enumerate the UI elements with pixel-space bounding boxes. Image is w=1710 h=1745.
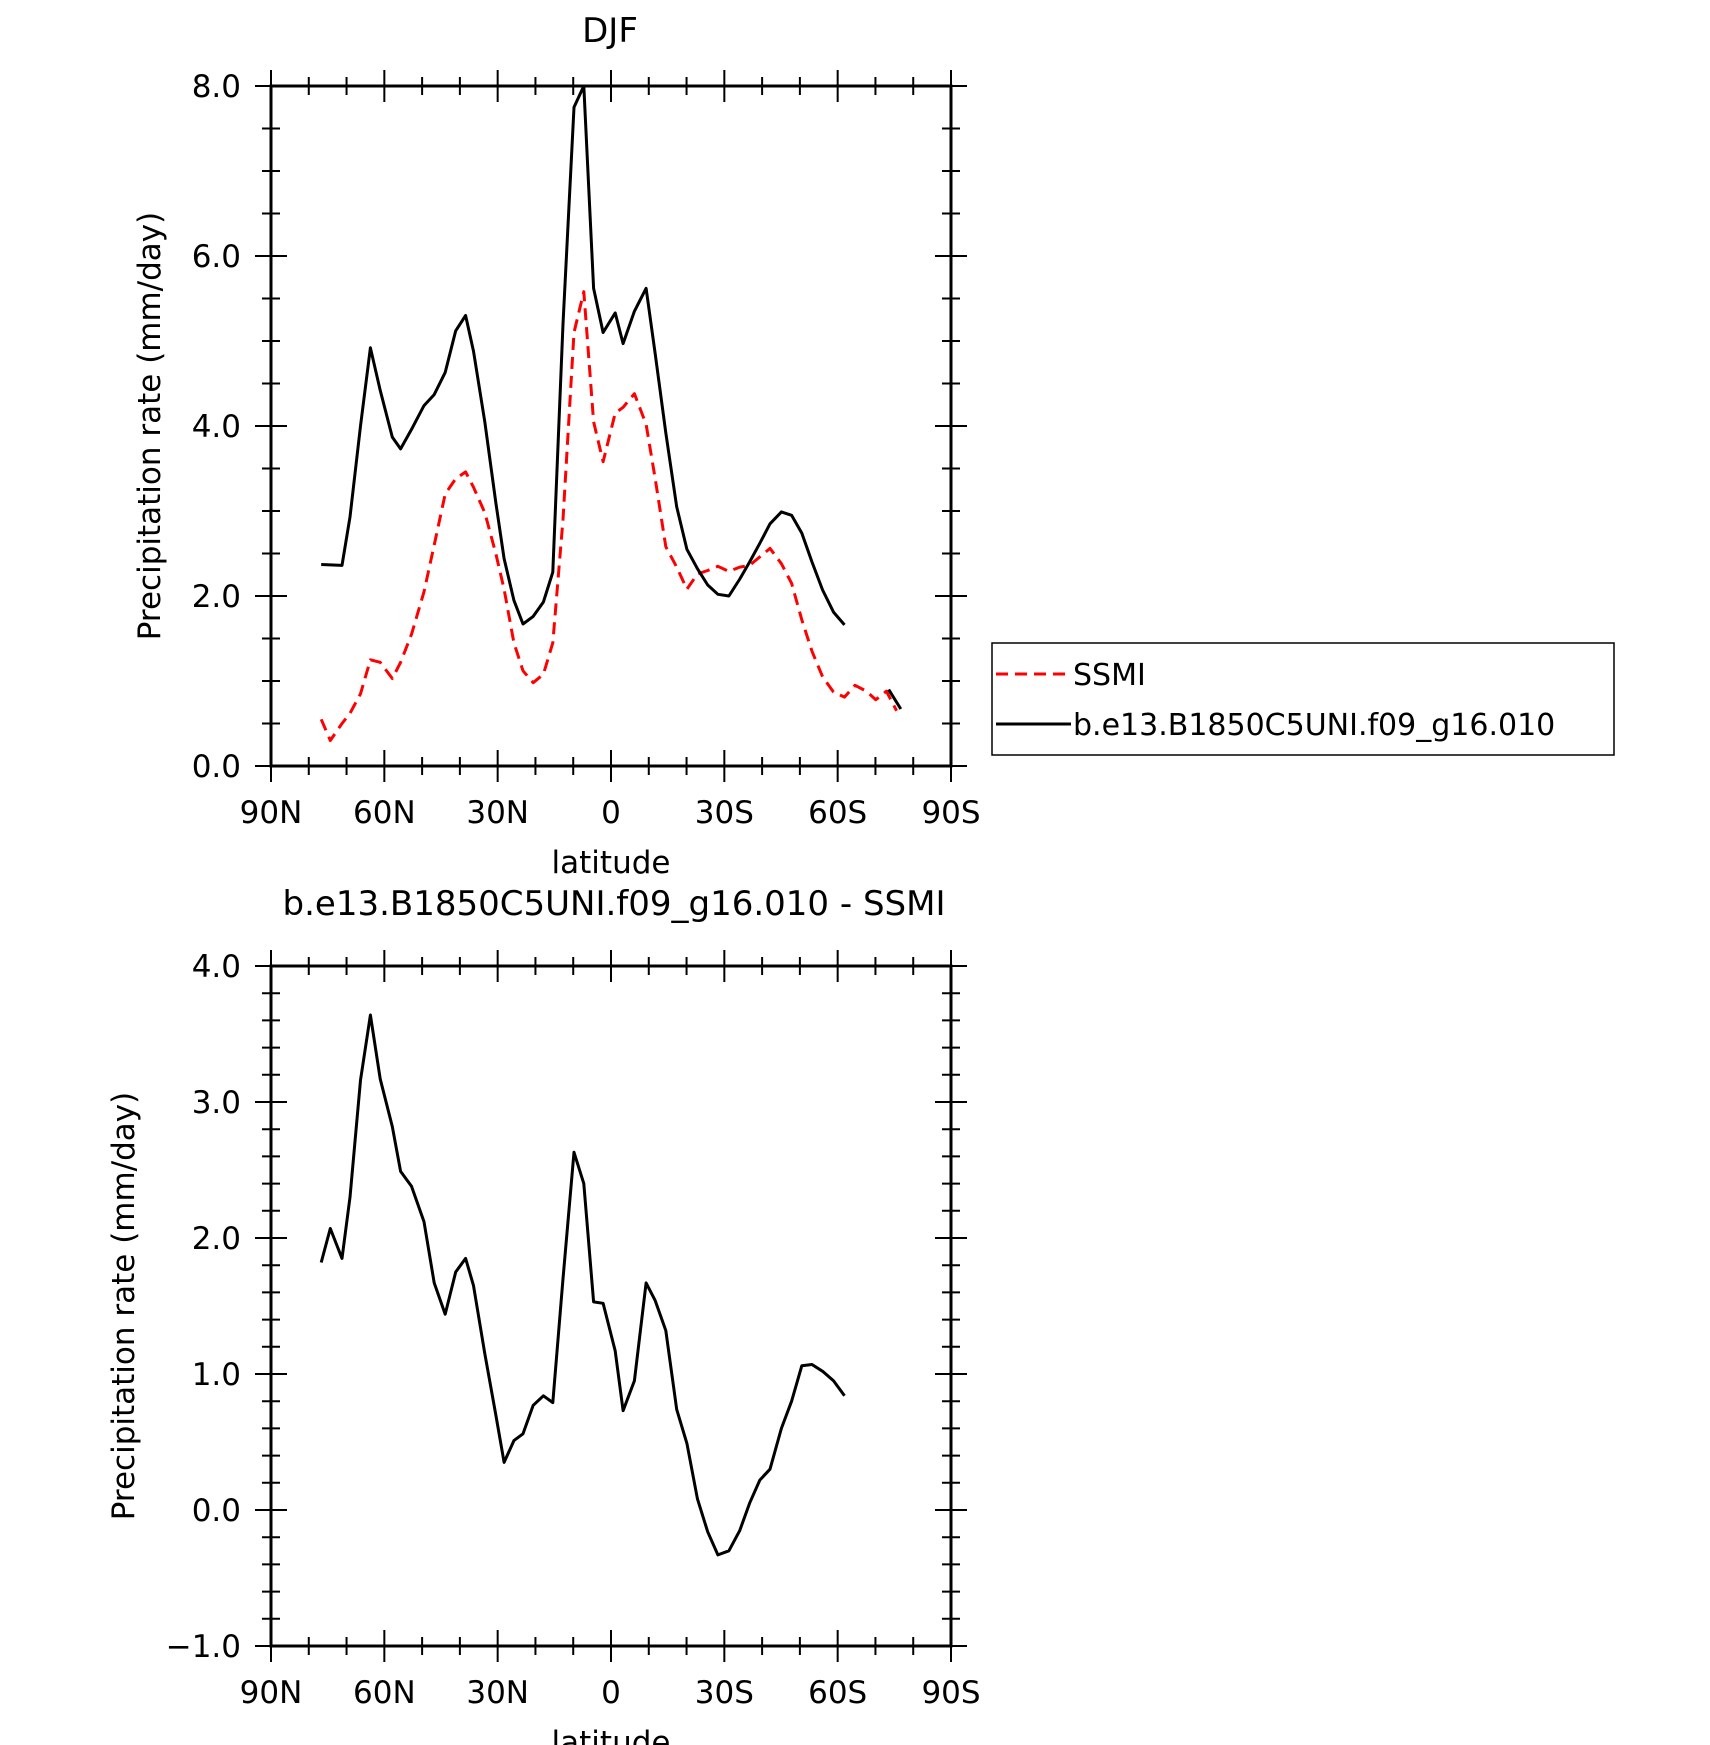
axis-ticks	[255, 950, 967, 1662]
chart-title: DJF	[582, 11, 638, 51]
legend-box	[991, 642, 1615, 756]
y-tick-label: 4.0	[192, 409, 241, 445]
series-line-ssmi	[319, 290, 898, 742]
legend-label-ssmi: SSMI	[1073, 658, 1146, 693]
y-axis-label: Precipitation rate (mm/day)	[106, 1092, 142, 1521]
legend: SSMI b.e13.B1850C5UNI.f09_g16.010	[991, 642, 1615, 756]
y-tick-label: 1.0	[192, 1357, 241, 1393]
series-line-b-e13-b1850c5uni-f09-g16-010	[321, 84, 846, 626]
x-tick-label: 90S	[921, 1675, 980, 1711]
x-tick-labels: 90N 60N 30N 0 30S 60S 90S	[240, 1675, 981, 1711]
y-tick-labels: −1.0 0.0 1.0 2.0 3.0 4.0	[166, 949, 241, 1665]
x-tick-label: 30S	[695, 795, 754, 831]
x-tick-label: 60N	[353, 1675, 416, 1711]
x-axis-label: latitude	[552, 1725, 671, 1745]
x-tick-label: 30S	[695, 1675, 754, 1711]
y-tick-label: 2.0	[192, 579, 241, 615]
x-tick-label: 30N	[466, 795, 529, 831]
y-tick-label: 0.0	[192, 1493, 241, 1529]
x-tick-label: 30N	[466, 1675, 529, 1711]
chart-title: b.e13.B1850C5UNI.f09_g16.010 - SSMI	[283, 884, 946, 924]
legend-label-model: b.e13.B1850C5UNI.f09_g16.010	[1073, 708, 1555, 743]
y-tick-labels: 0.0 2.0 4.0 6.0 8.0	[192, 69, 241, 785]
x-tick-label: 0	[601, 1675, 621, 1711]
y-tick-label: 4.0	[192, 949, 241, 985]
y-tick-label: −1.0	[166, 1629, 241, 1665]
precip-difference-panel: b.e13.B1850C5UNI.f09_g16.010 - SSMI −1.0…	[106, 884, 981, 1745]
axis-ticks	[255, 70, 967, 782]
series-line-b-e13-b1850c5uni-f09-g16-010-tail	[887, 688, 903, 710]
y-tick-label: 6.0	[192, 239, 241, 275]
y-tick-label: 8.0	[192, 69, 241, 105]
precip-djf-panel: DJF 0.02.04.06.08.0 90N 60N 30N 0 30S 60S 90S …	[132, 11, 1615, 881]
y-tick-label: 0.0	[192, 749, 241, 785]
series-lines	[319, 1013, 846, 1557]
plot-frame	[269, 964, 953, 1648]
x-tick-label: 0	[601, 795, 621, 831]
y-axis-label: Precipitation rate (mm/day)	[132, 212, 168, 641]
series-lines	[319, 84, 903, 742]
x-tick-label: 90N	[240, 795, 303, 831]
x-tick-label: 60N	[353, 795, 416, 831]
x-tick-label: 60S	[808, 795, 867, 831]
x-tick-label: 90S	[921, 795, 980, 831]
x-tick-label: 90N	[240, 1675, 303, 1711]
y-tick-label: 3.0	[192, 1085, 241, 1121]
series-line-b-e13-b1850c5uni-f09-g16-010-ssmi	[319, 1013, 846, 1557]
x-tick-label: 60S	[808, 1675, 867, 1711]
x-tick-labels: 90N 60N 30N 0 30S 60S 90S	[240, 795, 981, 831]
x-axis-label: latitude	[552, 845, 671, 881]
y-tick-label: 2.0	[192, 1221, 241, 1257]
